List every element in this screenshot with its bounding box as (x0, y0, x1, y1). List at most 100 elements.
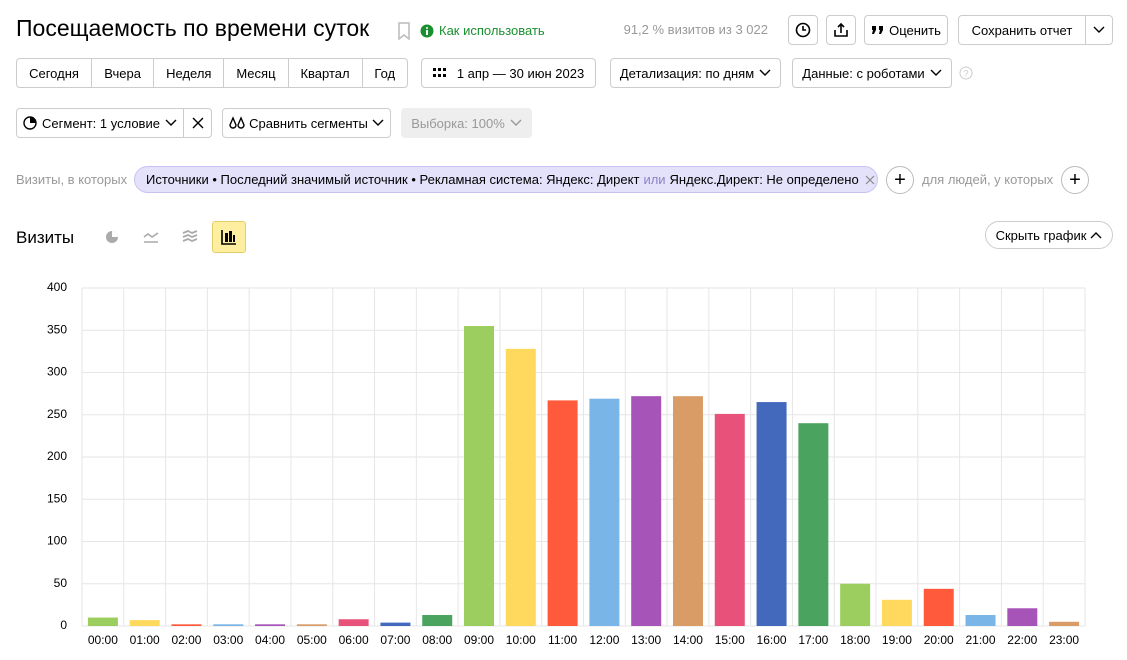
help-link[interactable]: Как использовать (439, 23, 545, 38)
bar (129, 620, 160, 626)
page-title: Посещаемость по времени суток (16, 15, 370, 41)
save-dropdown[interactable] (1085, 15, 1113, 45)
y-tick-label: 50 (54, 576, 68, 590)
x-tick-label: 16:00 (757, 633, 787, 647)
bar (547, 400, 578, 626)
sample-button: Выборка: 100% (401, 108, 532, 138)
compare-button[interactable]: Сравнить сегменты (222, 108, 391, 138)
info-icon (420, 24, 434, 38)
data-button[interactable]: Данные: с роботами (792, 58, 952, 88)
y-tick-label: 0 (60, 618, 67, 632)
date-button[interactable]: 1 апр — 30 июн 2023 (421, 58, 596, 88)
bar-view-icon[interactable] (212, 221, 246, 253)
bar (881, 599, 912, 626)
bar (87, 617, 118, 626)
x-tick-label: 08:00 (422, 633, 452, 647)
bar (1007, 608, 1038, 626)
rate-label: Оценить (889, 22, 941, 38)
segment-button[interactable]: Сегмент: 1 условие (16, 108, 184, 138)
bar (380, 622, 411, 626)
y-tick-label: 200 (47, 449, 67, 463)
sample-label: Выборка: 100% (411, 115, 505, 131)
y-tick-label: 300 (47, 365, 67, 379)
bar (965, 615, 996, 626)
bar (338, 619, 369, 626)
bar (505, 348, 536, 626)
x-tick-label: 22:00 (1007, 633, 1037, 647)
y-tick-label: 350 (47, 322, 67, 336)
x-tick-label: 15:00 (715, 633, 745, 647)
x-tick-label: 20:00 (924, 633, 954, 647)
filter-chip[interactable]: Источники • Последний значимый источник … (134, 166, 878, 193)
bar (213, 624, 244, 626)
date-range: 1 апр — 30 июн 2023 (456, 65, 585, 81)
x-tick-label: 05:00 (297, 633, 327, 647)
segment-label: Сегмент: 1 условие (42, 115, 160, 131)
bar (171, 624, 202, 626)
data-label: Данные: с роботами (802, 65, 925, 81)
bar (296, 624, 327, 626)
help-icon[interactable]: ? (959, 66, 973, 80)
section-title: Визиты (16, 228, 75, 247)
bar (923, 588, 954, 626)
bar (1049, 621, 1080, 626)
bar (714, 413, 745, 626)
bar (464, 326, 495, 626)
x-tick-label: 06:00 (339, 633, 369, 647)
bookmark-icon[interactable] (397, 22, 411, 40)
share-button[interactable] (826, 15, 856, 45)
bar (756, 402, 787, 626)
x-tick-label: 03:00 (213, 633, 243, 647)
hide-chart-button[interactable]: Скрыть график (985, 221, 1113, 249)
hide-chart-label: Скрыть график (995, 227, 1087, 243)
x-tick-label: 19:00 (882, 633, 912, 647)
period-button[interactable]: Неделя (154, 59, 225, 87)
x-tick-label: 18:00 (840, 633, 870, 647)
bar (798, 423, 829, 626)
y-tick-label: 400 (47, 280, 67, 294)
x-tick-label: 07:00 (380, 633, 410, 647)
x-tick-label: 23:00 (1049, 633, 1079, 647)
period-group: Сегодня Вчера Неделя Месяц Квартал Год (16, 58, 408, 88)
add-condition[interactable]: + (886, 166, 914, 194)
detail-button[interactable]: Детализация: по дням (610, 58, 781, 88)
people-prefix: для людей, у которых (922, 172, 1054, 187)
x-tick-label: 12:00 (589, 633, 619, 647)
x-tick-label: 01:00 (130, 633, 160, 647)
visits-info: 91,2 % визитов из 3 022 (623, 22, 768, 37)
filter-connector: или (643, 172, 666, 187)
x-tick-label: 04:00 (255, 633, 285, 647)
period-button[interactable]: Год (374, 65, 396, 81)
bar (840, 583, 871, 626)
history-button[interactable] (788, 15, 818, 45)
add-people-condition[interactable]: + (1061, 166, 1089, 194)
save-button[interactable]: Сохранить отчет (958, 15, 1086, 45)
x-tick-label: 17:00 (798, 633, 828, 647)
x-tick-label: 02:00 (171, 633, 201, 647)
x-tick-label: 09:00 (464, 633, 494, 647)
bar (255, 624, 286, 626)
period-button[interactable]: Месяц (224, 59, 289, 87)
rate-button[interactable]: Оценить (864, 15, 948, 45)
detail-label: Детализация: по дням (619, 65, 755, 81)
area-view-icon[interactable] (182, 229, 198, 245)
period-button[interactable]: Вчера (92, 59, 155, 87)
x-tick-label: 14:00 (673, 633, 703, 647)
filter-condition: Яндекс.Директ: Не определено (669, 172, 859, 187)
y-tick-label: 250 (47, 407, 67, 421)
x-tick-label: 10:00 (506, 633, 536, 647)
bar (589, 398, 620, 626)
y-tick-label: 100 (47, 534, 67, 548)
period-button[interactable]: Квартал (289, 59, 363, 87)
segment-clear[interactable] (183, 108, 212, 138)
x-tick-label: 21:00 (966, 633, 996, 647)
pie-view-icon[interactable] (104, 229, 120, 245)
x-tick-label: 11:00 (548, 633, 577, 647)
period-button[interactable]: Сегодня (17, 59, 93, 87)
line-view-icon[interactable] (143, 229, 159, 245)
compare-label: Сравнить сегменты (249, 115, 368, 131)
x-tick-label: 13:00 (631, 633, 661, 647)
svg-text:?: ? (963, 68, 968, 78)
